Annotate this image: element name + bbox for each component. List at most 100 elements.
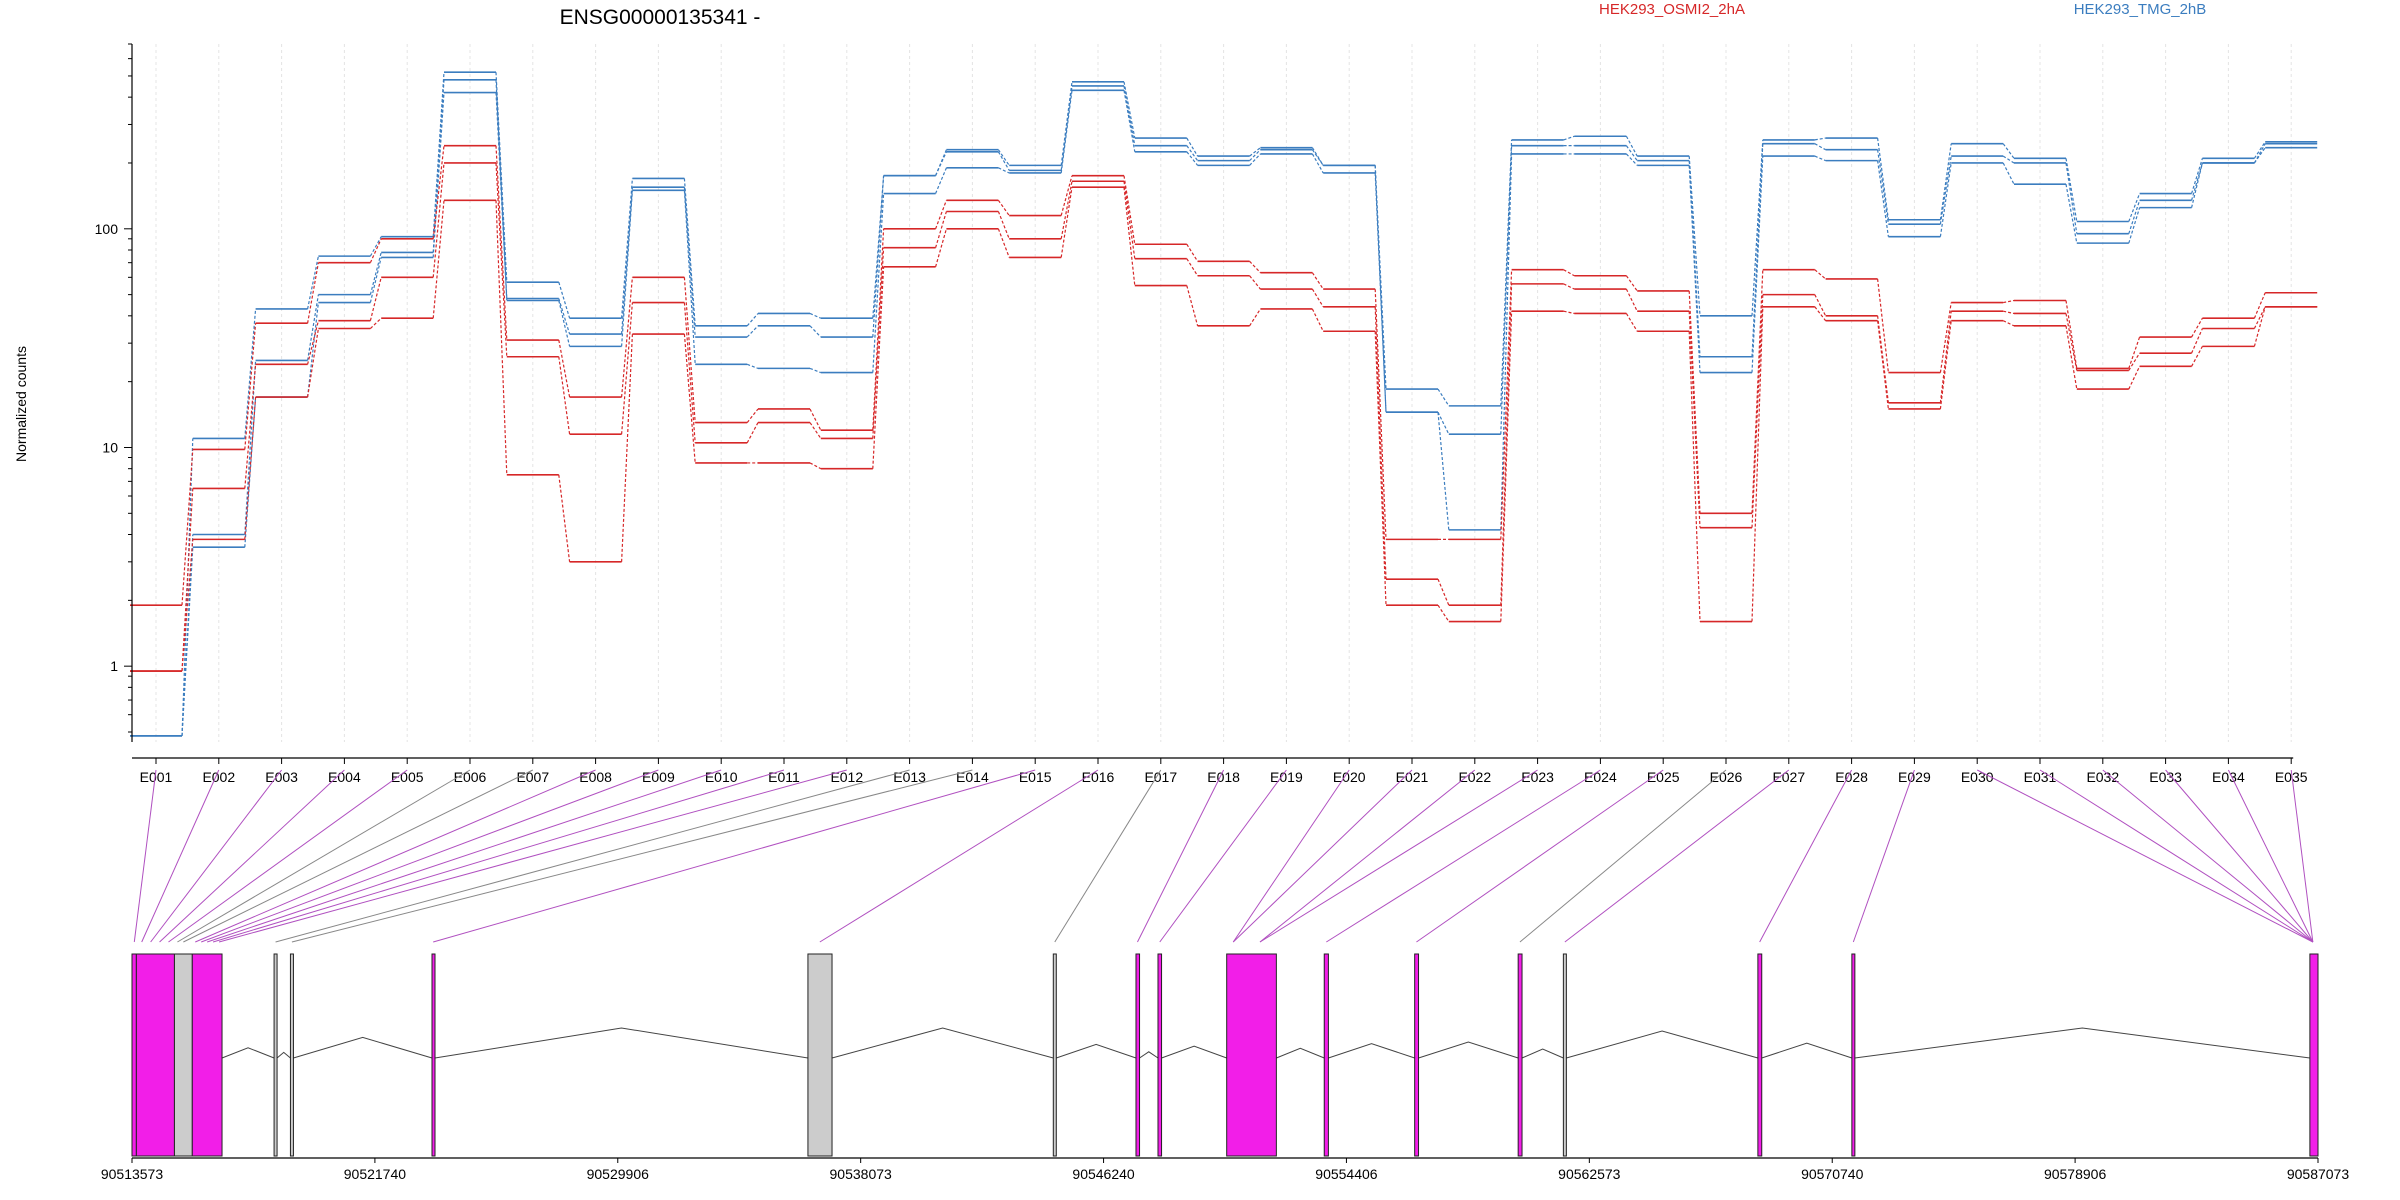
exon-block-6 [289, 953, 294, 1157]
series-3-connector-13 [935, 167, 947, 194]
series-5-connector-29 [1939, 311, 1952, 403]
series-3-connector-16 [1123, 90, 1136, 152]
series-5-connector-3 [307, 320, 319, 365]
series-3-connector-21 [1437, 412, 1450, 530]
series-2-connector-24 [1625, 145, 1638, 161]
series-4-connector-2 [244, 323, 257, 450]
intron-15 [1521, 1048, 1564, 1059]
series-2-connector-8 [621, 187, 633, 335]
x-tick-label-E018: E018 [1207, 769, 1240, 785]
x-tick-label-E019: E019 [1270, 769, 1303, 785]
series-2-connector-9 [683, 187, 696, 338]
x-tick-label-E033: E033 [2149, 769, 2182, 785]
series-2-connector-12 [872, 175, 885, 338]
genome-tick-label-90529906: 90529906 [587, 1166, 650, 1182]
x-tick-label-E007: E007 [516, 769, 549, 785]
series-4-connector-31 [2065, 300, 2078, 369]
series-4-connector-25 [1688, 290, 1701, 514]
x-tick-label-E011: E011 [768, 769, 800, 785]
intron-6 [293, 1036, 433, 1059]
series-4-connector-11 [809, 408, 822, 431]
series-1-connector-28 [1877, 137, 1889, 220]
x-tick-label-E001: E001 [140, 769, 173, 785]
series-5-connector-26 [1751, 294, 1764, 528]
series-6-connector-19 [1311, 308, 1324, 332]
intron-14 [1418, 1041, 1519, 1059]
axes: 1 10 100 E001 E002 E003 E004 E005 E006 E007 E008 E0… [95, 43, 2308, 785]
series-2-connector-32 [2128, 200, 2141, 234]
connector-E013 [275, 769, 910, 943]
connector-E027 [1564, 769, 1790, 943]
exon-block-3 [173, 953, 193, 1157]
series-2-connector-30 [2002, 155, 2015, 164]
series-1-connector-21 [1437, 388, 1450, 407]
connector-E009 [201, 769, 659, 943]
series-4-connector-1 [181, 449, 194, 606]
exon-block-1 [131, 953, 137, 1157]
series-2-connector-33 [2191, 162, 2203, 201]
series-2-connector-18 [1249, 149, 1261, 162]
series-1-connector-5 [432, 72, 445, 237]
x-tick-label-E014: E014 [956, 769, 989, 785]
series-6-connector-18 [1249, 308, 1261, 327]
series-2-connector-22 [1500, 145, 1513, 435]
series-4-connector-27 [1814, 269, 1826, 280]
series-5-connector-23 [1563, 283, 1575, 290]
series-1-connector-4 [369, 236, 382, 257]
series-4-connector-14 [997, 199, 1010, 216]
series-4-connector-15 [1060, 175, 1073, 216]
series-3-connector-28 [1877, 160, 1889, 237]
connector-E031 [2039, 769, 2314, 943]
exon-block-9 [1052, 953, 1057, 1157]
series-2-connector-20 [1374, 165, 1387, 413]
genome-tick-label-90578906: 90578906 [2044, 1166, 2107, 1182]
series-4-connector-32 [2128, 336, 2141, 369]
series-1-connector-1 [181, 438, 194, 736]
series-6-connector-7 [558, 474, 571, 562]
connector-E004 [159, 769, 345, 943]
series-5-connector-2 [244, 364, 257, 489]
series-1-connector-18 [1249, 147, 1261, 157]
genome-tick-label-90587073: 90587073 [2287, 1166, 2350, 1182]
series-3-connector-24 [1625, 153, 1638, 166]
series-3-connector-10 [746, 363, 759, 369]
series-3-connector-33 [2191, 162, 2203, 208]
connector-E026 [1519, 769, 1727, 943]
series-2-connector-34 [2253, 143, 2266, 164]
connector-E014 [291, 769, 973, 943]
x-tick-label-E026: E026 [1710, 769, 1743, 785]
x-tick-label-E032: E032 [2086, 769, 2119, 785]
series-6-connector-27 [1814, 306, 1827, 322]
series-1-connector-10 [746, 313, 759, 327]
series-4-connector-30 [2003, 299, 2015, 304]
connector-E021 [1232, 769, 1413, 943]
series-4-connector-19 [1311, 272, 1324, 290]
gene-model-track: 90513573 90521740 90529906 90538073 90546240… [101, 953, 2350, 1182]
series-5-connector-16 [1123, 181, 1136, 259]
intron-17 [1761, 1042, 1853, 1059]
series-6-connector-17 [1186, 285, 1199, 326]
series-6-connector-8 [621, 334, 633, 562]
series-4-connector-28 [1877, 278, 1889, 373]
series-4-connector-34 [2253, 292, 2266, 319]
series-5-connector-24 [1625, 288, 1638, 312]
x-tick-label-E006: E006 [454, 769, 487, 785]
series-2-connector-26 [1751, 143, 1764, 357]
series-3-connector-34 [2253, 147, 2266, 164]
series-4-connector-6 [495, 145, 508, 341]
series-1-connector-24 [1625, 135, 1638, 157]
series-3 [130, 89, 2318, 737]
y-axis-label: Normalized counts [13, 346, 29, 462]
connector-E024 [1326, 769, 1601, 943]
series-2-connector-31 [2065, 162, 2078, 234]
series-5-connector-30 [2003, 310, 2015, 315]
series-1-connector-14 [997, 149, 1010, 166]
intron-10 [1139, 1051, 1159, 1059]
series-6-connector-21 [1437, 604, 1450, 622]
x-tick-label-E016: E016 [1082, 769, 1115, 785]
series-2-connector-29 [1939, 156, 1952, 225]
series-6-connector-28 [1877, 320, 1889, 410]
series-1-connector-33 [2191, 158, 2203, 194]
series-3-connector-22 [1500, 153, 1513, 530]
